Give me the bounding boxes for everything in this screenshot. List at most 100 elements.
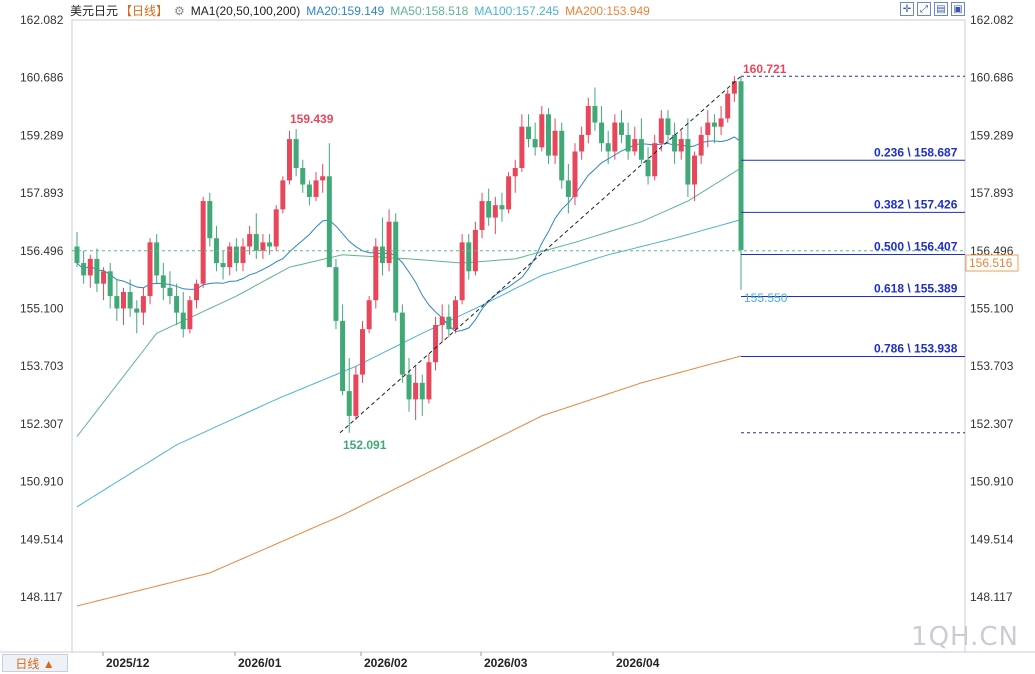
candle-body — [373, 246, 379, 301]
candle-body — [253, 234, 259, 251]
current-low-annotation: 155.550 — [744, 291, 788, 305]
candle-body — [725, 93, 731, 119]
fib-level-label: 0.786 \ 153.938 — [874, 341, 958, 355]
fib-level-label: 0.618 \ 155.389 — [874, 282, 958, 296]
candle-body — [645, 159, 651, 177]
crosshair-icon[interactable]: ✛ — [900, 2, 914, 16]
candle-body — [526, 126, 532, 140]
period-button[interactable]: 日线 ▲ — [2, 654, 68, 672]
y-tick-right: 159.289 — [970, 128, 1014, 142]
candle-body — [293, 139, 299, 168]
candle-body — [386, 221, 392, 264]
candle-body — [638, 139, 644, 160]
candle-body — [366, 300, 372, 330]
candle-body — [267, 242, 273, 247]
candle-body — [579, 134, 585, 152]
period-tag: 【日线】 — [120, 4, 169, 18]
candle-body — [280, 180, 286, 210]
candle-body — [466, 242, 472, 272]
candle-body — [731, 81, 737, 94]
candle-body — [174, 296, 180, 313]
candle-body — [233, 246, 239, 264]
candle-body — [539, 114, 545, 148]
y-tick-right: 149.514 — [970, 532, 1014, 546]
candle-body — [227, 246, 233, 268]
y-tick-left: 160.686 — [20, 71, 64, 85]
prior-high-annotation: 159.439 — [290, 112, 334, 126]
y-tick-left: 148.117 — [20, 590, 63, 604]
candle-body — [718, 118, 724, 127]
candle-body — [459, 242, 465, 301]
candle-body — [692, 155, 698, 185]
high-annotation: 160.721 — [743, 62, 787, 76]
x-tick-label: 2026/02 — [364, 656, 408, 670]
fib-trend-line — [339, 75, 742, 434]
candle-body — [101, 271, 107, 284]
candle-body — [147, 242, 153, 297]
candle-body — [426, 362, 432, 400]
candle-body — [685, 139, 691, 185]
candle-body — [320, 176, 326, 181]
expand-icon[interactable]: ⤢ — [917, 2, 931, 16]
candle-body — [340, 320, 346, 392]
candle-body — [207, 201, 213, 239]
candle-body — [665, 118, 671, 135]
plot-frame — [71, 19, 966, 653]
candle-body — [711, 122, 717, 127]
y-tick-right: 155.100 — [970, 301, 1014, 315]
candle-body — [419, 382, 425, 400]
y-tick-left: 150.910 — [20, 475, 64, 489]
y-tick-left: 149.514 — [20, 532, 64, 546]
ma200-line — [76, 355, 742, 607]
candle-body — [446, 316, 452, 330]
candle-body — [333, 267, 339, 321]
candle-body — [519, 126, 525, 168]
candle-body — [220, 263, 226, 268]
candle-body — [479, 201, 485, 230]
candle-body — [87, 258, 93, 276]
candle-body — [698, 134, 704, 156]
candle-body — [705, 122, 711, 135]
fib-level-label: 0.500 \ 156.407 — [874, 239, 958, 253]
candle-body — [552, 130, 558, 156]
candle-body — [559, 130, 565, 181]
y-tick-left: 162.082 — [20, 13, 64, 27]
candle-body — [413, 382, 419, 400]
candle-body — [612, 122, 618, 152]
fib-level-label: 0.236 \ 158.687 — [874, 145, 958, 159]
y-tick-right: 162.082 — [970, 13, 1014, 27]
candle-body — [439, 316, 445, 326]
settings-icon[interactable]: ⚙ — [174, 4, 185, 18]
candle-body — [353, 374, 359, 416]
candle-body — [273, 209, 279, 247]
y-tick-right: 160.686 — [970, 71, 1014, 85]
y-tick-right: 152.307 — [970, 417, 1014, 431]
candle-body — [506, 176, 512, 210]
candle-body — [134, 308, 140, 313]
y-tick-left: 153.703 — [20, 359, 64, 373]
candle-body — [565, 180, 571, 197]
candle-body — [492, 205, 498, 218]
candle-body — [346, 391, 352, 416]
y-tick-right: 156.496 — [970, 244, 1014, 258]
candle-body — [140, 296, 146, 313]
candle-body — [592, 106, 598, 123]
panel-icon[interactable]: ▤ — [934, 2, 948, 16]
candle-body — [452, 300, 458, 330]
y-tick-left: 156.496 — [20, 244, 64, 258]
candle-body — [406, 374, 412, 400]
candle-body — [618, 122, 624, 135]
window-icon[interactable]: ▣ — [951, 2, 965, 16]
candle-body — [240, 246, 246, 264]
candle-body — [632, 139, 638, 152]
candle-body — [678, 139, 684, 152]
y-tick-left: 159.289 — [20, 128, 64, 142]
candle-body — [167, 287, 173, 297]
candle-body — [313, 180, 319, 197]
y-tick-right: 148.117 — [970, 590, 1013, 604]
candle-body — [585, 106, 591, 135]
candle-body — [545, 114, 551, 156]
candle-body — [107, 271, 113, 297]
y-tick-left: 157.893 — [20, 186, 64, 200]
